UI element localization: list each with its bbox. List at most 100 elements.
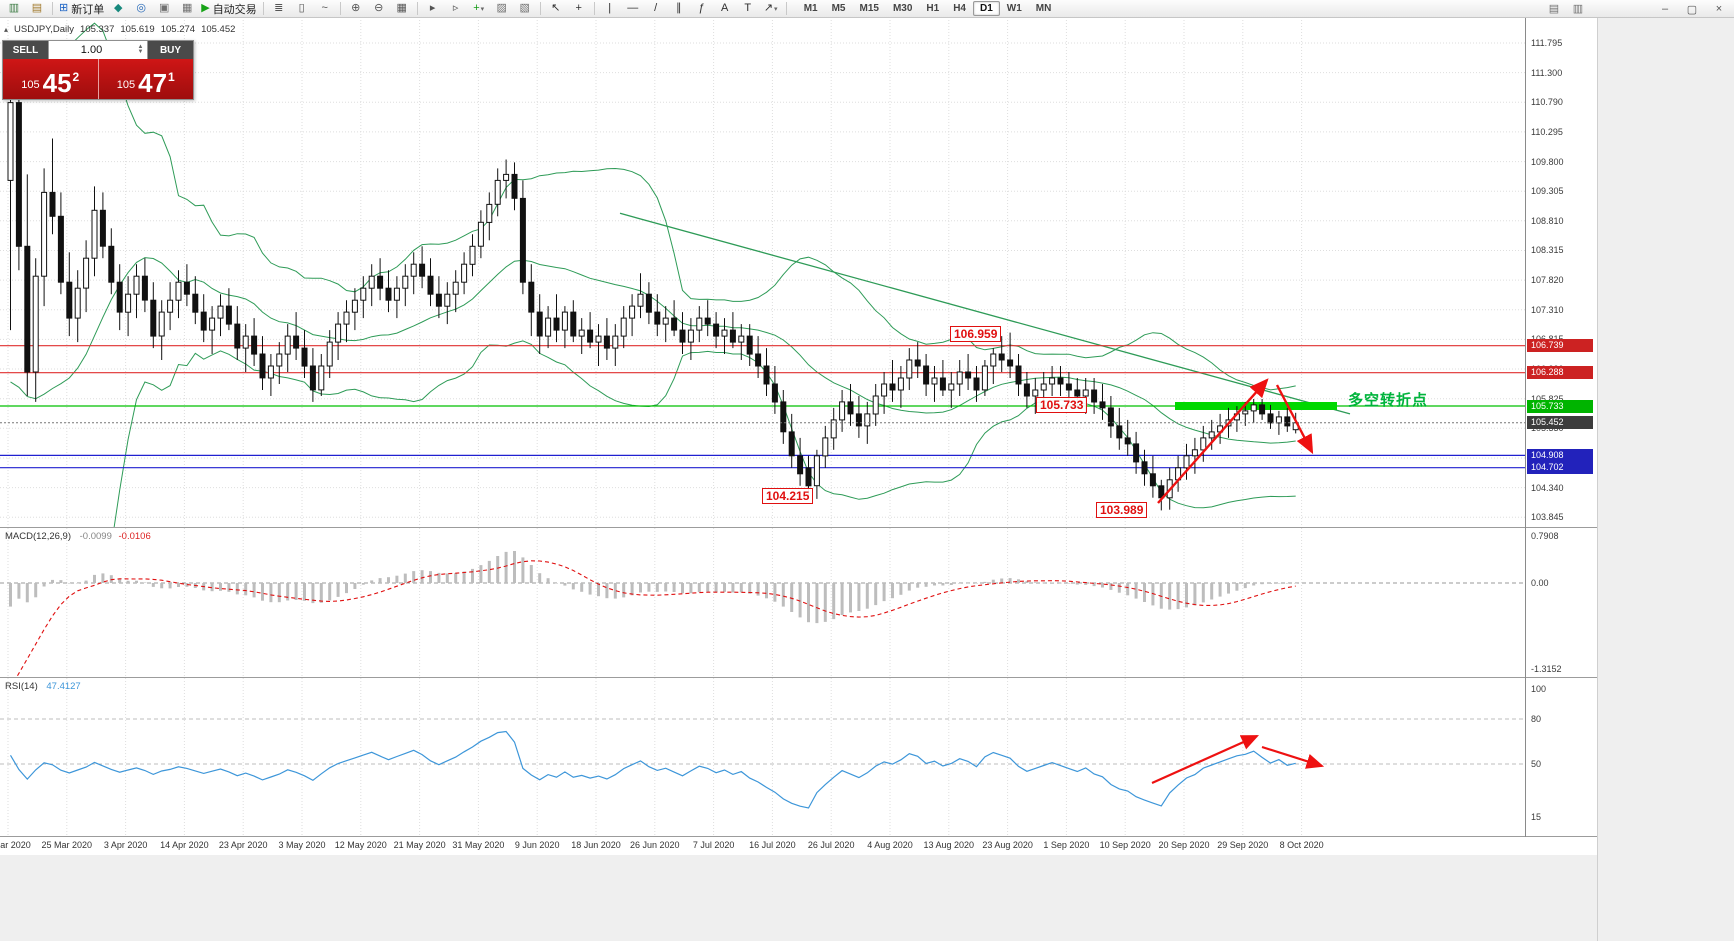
bollinger-upper-band [10,22,1296,391]
trend-arrow-main-1[interactable] [1157,378,1269,504]
date-label[interactable]: 31 May 2020 [452,840,505,850]
turning-level-label[interactable]: 105.733 [1036,397,1088,413]
timeframe-w1-button[interactable]: W1 [1006,3,1022,14]
candlestick-icon[interactable]: ▯ [291,1,313,17]
zoom-out-icon[interactable]: ⊖ [368,1,390,17]
ohlc-bars-icon[interactable]: ≣ [268,1,290,17]
navigator-icon[interactable]: ◎ [130,1,152,17]
trend-arrow-rsi-1[interactable] [1151,734,1260,785]
date-label[interactable]: 23 Apr 2020 [218,840,268,850]
timeframe-m30-button[interactable]: M30 [892,3,913,14]
line-chart-icon[interactable]: ~ [314,1,336,17]
cursor-icon[interactable]: ↖ [545,1,567,17]
swing-low-label-sept[interactable]: 103.989 [1096,502,1148,518]
auto-scroll-icon[interactable]: ▸ [422,1,444,17]
tile-windows-icon[interactable]: ▦ [391,1,413,17]
new-chart-icon[interactable]: ▥ [3,1,25,17]
date-label[interactable]: 16 Jul 2020 [749,840,796,850]
templates-icon[interactable]: ▨ [491,1,513,17]
date-label[interactable]: 23 Aug 2020 [982,840,1033,850]
chart-shift-icon[interactable]: ▹ [445,1,467,17]
trend-arrow-main-2[interactable] [1275,384,1314,455]
date-label[interactable]: 8 Oct 2020 [1279,840,1324,850]
date-label[interactable]: 21 May 2020 [393,840,446,850]
indicator-list-icon[interactable]: ▤ [1548,3,1560,15]
trendline-icon[interactable]: / [645,1,667,17]
label-icon[interactable]: T [737,1,759,17]
minimize-button[interactable]: – [1661,3,1669,15]
swing-high-label[interactable]: 106.959 [950,326,1002,342]
date-label[interactable]: 29 Sep 2020 [1217,840,1269,850]
channel-icon[interactable]: ∥ [668,1,690,17]
terminal-icon[interactable]: ▣ [153,1,175,17]
timeframe-d1-button[interactable]: D1 [973,1,1000,16]
date-label[interactable]: 12 May 2020 [334,840,387,850]
pane-separator[interactable] [0,836,1597,837]
text-icon[interactable]: A [714,1,736,17]
restore-button[interactable]: ▢ [1686,3,1698,16]
subwindow-expand-icon[interactable]: ▴ [4,25,9,34]
candlestick-chart-pane[interactable] [0,20,1525,527]
volume-value[interactable]: 1.00 [80,44,103,56]
pane-separator[interactable] [0,527,1597,528]
timeframe-m15-button[interactable]: M15 [859,3,879,14]
swing-low-label-july[interactable]: 104.215 [762,488,814,504]
volume-field[interactable]: 1.00 ▲ ▼ [48,41,148,59]
macd-indicator-pane[interactable] [0,528,1525,677]
timeframe-m1-button[interactable]: M1 [803,3,818,14]
ohlc-close: 105.452 [201,24,236,35]
chart-list-icon[interactable]: ▥ [1572,3,1584,15]
auto-trading-button[interactable]: ▶ 自动交易 [199,1,258,17]
date-label[interactable]: 3 Apr 2020 [103,840,148,850]
turning-point-annotation[interactable]: 多空转折点 [1348,392,1429,409]
data-window-icon[interactable]: ▦ [176,1,198,17]
right-margin [1597,18,1734,941]
timeframe-m5-button[interactable]: M5 [831,3,846,14]
indicators-icon[interactable]: + ▾ [468,1,490,17]
date-label[interactable]: 1 Sep 2020 [1043,840,1090,850]
pane-separator[interactable] [0,677,1597,678]
date-axis[interactable]: 5 Mar 2020 25 Mar 2020 3 Apr 2020 14 Apr 20… [0,837,1597,855]
descending-trendline[interactable] [619,212,1351,415]
volume-up-icon[interactable]: ▲ [137,44,144,50]
sell-price-pips: 45 [42,68,72,98]
fibonacci-icon[interactable]: ƒ [691,1,713,17]
date-label[interactable]: 13 Aug 2020 [923,840,975,850]
date-label[interactable]: 18 Jun 2020 [571,840,621,850]
date-label[interactable]: 10 Sep 2020 [1099,840,1151,850]
volume-stepper[interactable]: ▲ ▼ [134,44,147,55]
date-label[interactable]: 5 Mar 2020 [0,840,31,850]
price-scale-label: 111.300 [1531,67,1563,78]
crosshair-icon[interactable]: + [568,1,590,17]
volume-down-icon[interactable]: ▼ [137,49,144,55]
profiles-icon[interactable]: ▤ [26,1,48,17]
date-label[interactable]: 14 Apr 2020 [160,840,209,850]
timeframe-h1-button[interactable]: H1 [926,3,940,14]
date-label[interactable]: 26 Jul 2020 [807,840,855,850]
price-axis[interactable]: 111.795 111.300 110.790 110.295 109.800 109.3… [1525,18,1597,837]
buy-button[interactable]: 105 47 1 [98,59,193,99]
vertical-line-icon[interactable]: | [599,1,621,17]
date-label[interactable]: 7 Jul 2020 [692,840,735,850]
rsi-indicator-pane[interactable] [0,678,1525,836]
new-order-button[interactable]: ⊞ 新订单 [57,1,106,17]
toolbar-separator [593,2,595,15]
timeframe-mn-button[interactable]: MN [1035,3,1052,14]
close-button[interactable]: × [1715,3,1723,15]
horizontal-line-icon[interactable]: — [622,1,644,17]
zoom-in-icon[interactable]: ⊕ [345,1,367,17]
profiles-icon: ▤ [31,2,43,14]
timeframe-h4-button[interactable]: H4 [953,3,966,14]
sell-button[interactable]: 105 45 2 [3,59,99,99]
date-label[interactable]: 20 Sep 2020 [1158,840,1210,850]
price-tag-104.702: 104.702 [1527,461,1593,475]
arrows-icon[interactable]: ↗ ▾ [760,1,782,17]
date-label[interactable]: 4 Aug 2020 [867,840,913,850]
period-list-icon[interactable]: ▧ [514,1,536,17]
date-label[interactable]: 9 Jun 2020 [514,840,560,850]
date-label[interactable]: 3 May 2020 [278,840,326,850]
date-label[interactable]: 25 Mar 2020 [41,840,93,850]
date-label[interactable]: 26 Jun 2020 [630,840,680,850]
market-watch-icon[interactable]: ◆ [107,1,129,17]
trend-arrow-rsi-2[interactable] [1261,745,1325,769]
